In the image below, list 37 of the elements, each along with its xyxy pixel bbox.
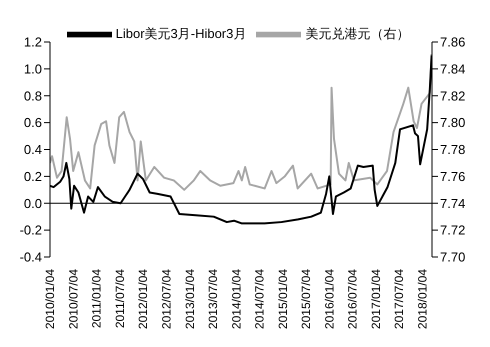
x-tick-label: 2011/07/04 xyxy=(112,268,127,328)
y2-tick-label: 7.80 xyxy=(440,115,466,130)
y2-tick-label: 7.76 xyxy=(440,168,466,184)
x-tick-label: 2014/07/04 xyxy=(252,268,266,330)
x-tick-label: 2014/01/04 xyxy=(229,268,244,330)
y2-tick-label: 7.74 xyxy=(440,196,466,211)
x-tick-label: 2013/07/04 xyxy=(206,268,220,330)
x-tick-label: 2013/01/04 xyxy=(182,268,197,330)
y-tick-label: -0.2 xyxy=(20,222,42,238)
x-tick-label: 2011/01/04 xyxy=(90,268,104,328)
y2-tick-label: 7.72 xyxy=(440,222,466,238)
y2-tick-label: 7.70 xyxy=(440,250,466,265)
x-tick-label: 2010/01/04 xyxy=(43,268,58,330)
y-tick-label: 0.0 xyxy=(24,196,42,211)
y2-tick-label: 7.86 xyxy=(440,34,466,50)
legend-label: Libor美元3月-Hibor3月 xyxy=(116,26,246,41)
y-tick-label: 1.2 xyxy=(24,34,42,50)
x-tick-label: 2015/07/04 xyxy=(299,268,314,330)
y-tick-label: 1.0 xyxy=(24,61,42,76)
x-tick-label: 2018/01/04 xyxy=(416,268,430,330)
y-tick-label: 0.2 xyxy=(24,168,42,184)
x-tick-label: 2015/01/04 xyxy=(276,268,290,330)
y-tick-label: 0.6 xyxy=(24,115,42,130)
y-tick-label: 0.4 xyxy=(24,142,42,158)
x-tick-label: 2012/01/04 xyxy=(136,268,150,330)
x-tick-label: 2012/07/04 xyxy=(159,268,174,330)
x-tick-label: 2017/07/04 xyxy=(392,268,406,330)
y2-tick-label: 7.78 xyxy=(440,142,466,158)
x-tick-label: 2016/01/04 xyxy=(322,268,336,330)
y-tick-label: -0.4 xyxy=(20,250,42,265)
y2-tick-label: 7.84 xyxy=(440,61,466,76)
x-tick-label: 2010/07/04 xyxy=(66,268,80,330)
y2-tick-label: 7.82 xyxy=(440,88,466,104)
y-tick-label: 0.8 xyxy=(24,88,42,104)
x-tick-label: 2016/07/04 xyxy=(346,268,360,330)
legend-label: 美元兑港元（右） xyxy=(305,26,410,41)
x-tick-label: 2017/01/04 xyxy=(369,268,384,330)
